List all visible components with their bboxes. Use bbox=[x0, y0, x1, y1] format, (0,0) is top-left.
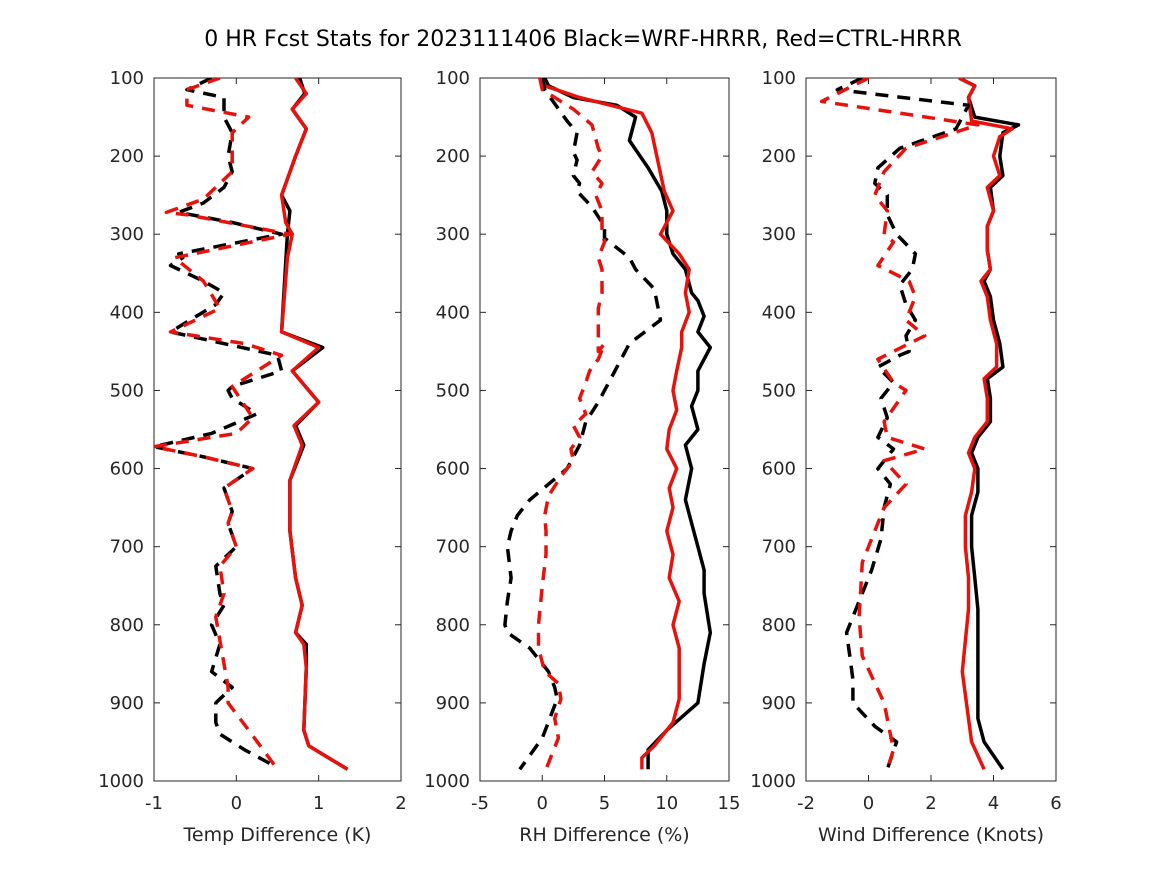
x-tick-label: 15 bbox=[718, 793, 741, 814]
y-tick-label: 700 bbox=[762, 537, 796, 558]
panel-3: 100 200 300 400 500 600 700 800 900 1000-2 0 2 4 6 Win… bbox=[750, 68, 1062, 846]
y-tick-label: 600 bbox=[110, 459, 144, 480]
panel-2: 100 200 300 400 500 600 700 800 900 1000-5 0 5 10 15 R… bbox=[424, 68, 740, 846]
y-tick-label: 900 bbox=[436, 693, 470, 714]
y-tick-label: 800 bbox=[762, 615, 796, 636]
x-tick-label: 5 bbox=[599, 793, 610, 814]
y-tick-label: 900 bbox=[110, 693, 144, 714]
y-tick-label: 500 bbox=[762, 380, 796, 401]
x-tick-label: 4 bbox=[988, 793, 999, 814]
chart-title: 0 HR Fcst Stats for 2023111406 Black=WRF… bbox=[204, 27, 962, 52]
series-line-wrf-hrrr-dashed bbox=[835, 78, 971, 770]
series-line-ctrl-hrrr-solid bbox=[540, 78, 691, 770]
series-line-wrf-hrrr-solid bbox=[543, 78, 713, 770]
plot-area-frame bbox=[479, 77, 730, 782]
y-tick-label: 300 bbox=[110, 224, 144, 245]
x-tick-label: 0 bbox=[231, 793, 242, 814]
series-line-ctrl-hrrr-solid bbox=[279, 78, 349, 771]
y-tick-label: 200 bbox=[436, 146, 470, 167]
y-tick-label: 700 bbox=[436, 537, 470, 558]
x-tick-label: -1 bbox=[145, 793, 163, 814]
series-line-ctrl-hrrr-dashed bbox=[154, 78, 292, 771]
series-line-wrf-hrrr-dashed bbox=[154, 78, 284, 767]
plot-area-frame bbox=[153, 77, 402, 782]
series-line-wrf-hrrr-solid bbox=[958, 78, 1021, 771]
series-line-ctrl-hrrr-dashed bbox=[536, 78, 607, 770]
y-tick-label: 200 bbox=[762, 146, 796, 167]
y-tick-label: 700 bbox=[110, 537, 144, 558]
x-axis-label: Wind Difference (Knots) bbox=[818, 824, 1044, 846]
x-tick-label: 2 bbox=[395, 793, 406, 814]
y-tick-label: 600 bbox=[762, 459, 796, 480]
y-tick-label: 100 bbox=[762, 68, 796, 89]
x-axis-label: RH Difference (%) bbox=[519, 824, 689, 846]
x-tick-label: 2 bbox=[925, 793, 936, 814]
x-tick-label: -2 bbox=[797, 793, 815, 814]
x-tick-label: -5 bbox=[471, 793, 489, 814]
y-tick-label: 400 bbox=[762, 302, 796, 323]
y-tick-label: 100 bbox=[110, 68, 144, 89]
y-tick-label: 1000 bbox=[98, 771, 144, 792]
y-tick-label: 1000 bbox=[750, 771, 796, 792]
y-tick-label: 200 bbox=[110, 146, 144, 167]
y-tick-label: 500 bbox=[436, 380, 470, 401]
y-tick-label: 100 bbox=[436, 68, 470, 89]
y-tick-label: 300 bbox=[436, 224, 470, 245]
y-tick-label: 300 bbox=[762, 224, 796, 245]
y-tick-label: 900 bbox=[762, 693, 796, 714]
x-axis-label: Temp Difference (K) bbox=[183, 824, 372, 846]
y-tick-label: 1000 bbox=[424, 771, 470, 792]
panel-1: 100 200 300 400 500 600 700 800 900 1000-1 0 1 2 Temp… bbox=[98, 68, 407, 846]
x-tick-label: 0 bbox=[537, 793, 548, 814]
plot-area-frame bbox=[805, 77, 1057, 782]
x-tick-label: 1 bbox=[313, 793, 324, 814]
y-tick-label: 500 bbox=[110, 380, 144, 401]
x-tick-label: 10 bbox=[655, 793, 678, 814]
series-line-ctrl-hrrr-solid bbox=[958, 78, 1015, 771]
y-tick-label: 400 bbox=[436, 302, 470, 323]
y-tick-label: 800 bbox=[110, 615, 144, 636]
y-tick-label: 800 bbox=[436, 615, 470, 636]
series-line-wrf-hrrr-dashed bbox=[503, 78, 663, 771]
y-tick-label: 600 bbox=[436, 459, 470, 480]
x-tick-label: 6 bbox=[1050, 793, 1061, 814]
y-tick-label: 400 bbox=[110, 302, 144, 323]
series-line-ctrl-hrrr-dashed bbox=[819, 78, 980, 770]
x-tick-label: 0 bbox=[863, 793, 874, 814]
